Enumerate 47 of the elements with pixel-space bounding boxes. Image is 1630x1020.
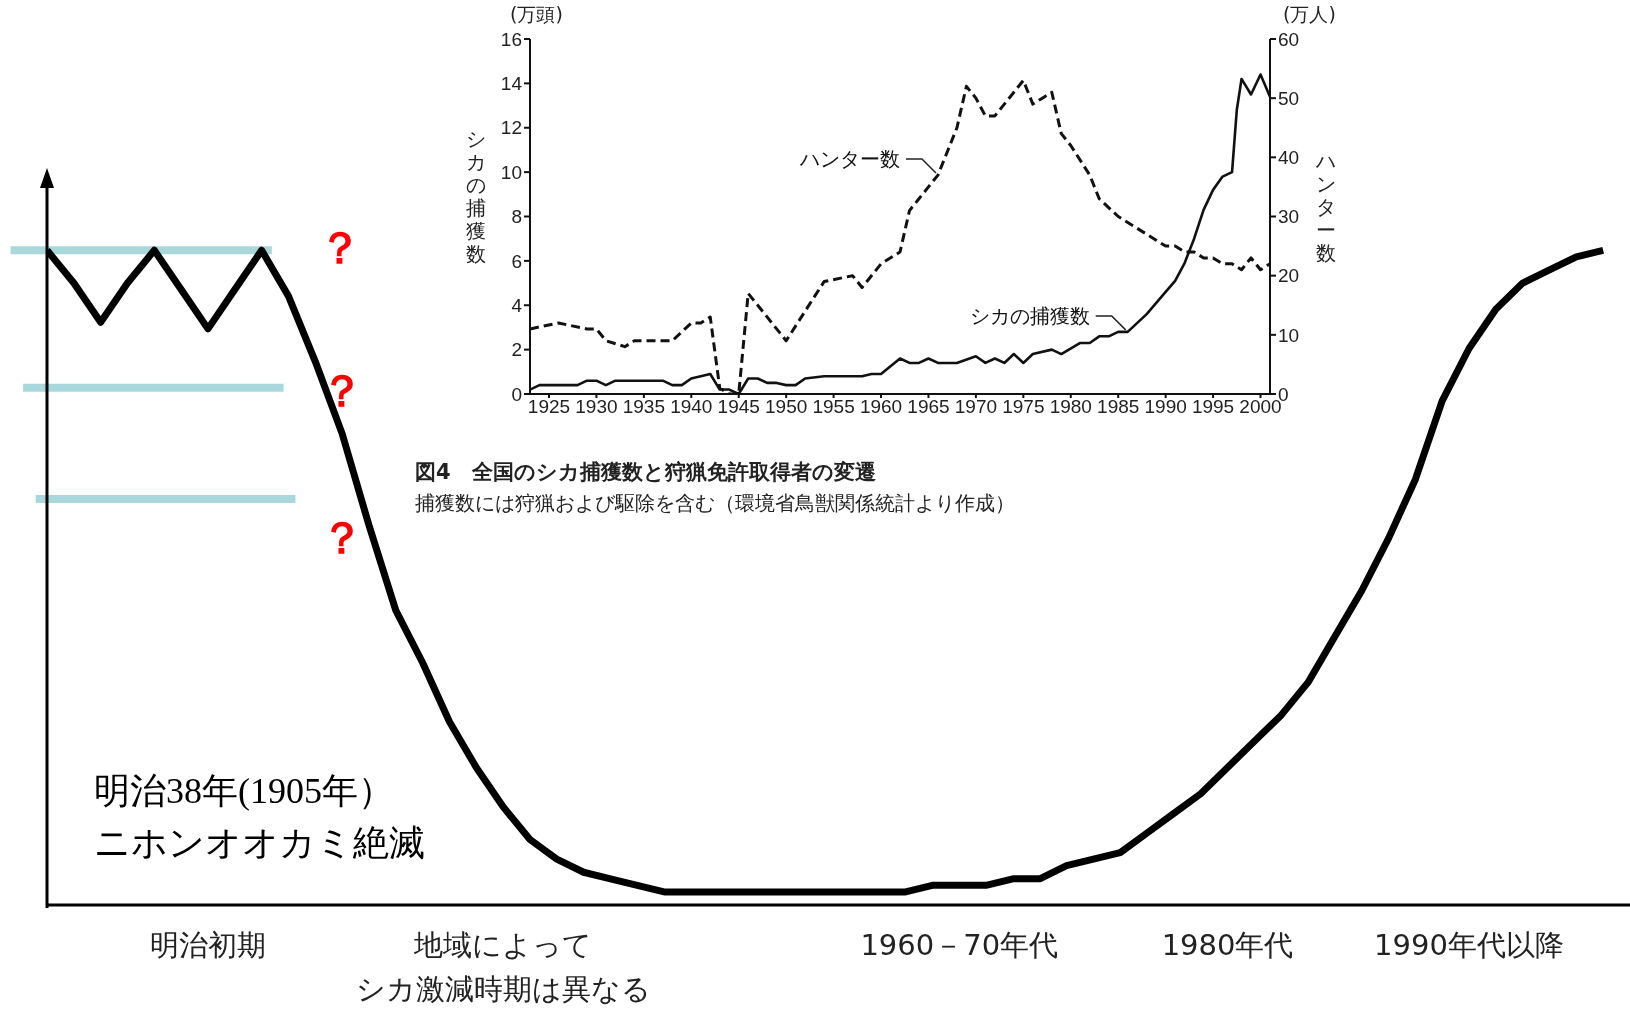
y-tick-label: 0 bbox=[511, 383, 522, 405]
text: (万人) bbox=[1283, 2, 1336, 27]
y2-tick-label: 40 bbox=[1278, 147, 1300, 169]
annotation: 明治38年(1905年）ニホンオオカミ絶滅 bbox=[94, 770, 425, 865]
y-tick-label: 6 bbox=[511, 250, 522, 272]
x-tick-label: 地域によってシカ激減時期は異なる bbox=[354, 927, 652, 1008]
annotation: ？ bbox=[320, 365, 364, 417]
y-tick-label: 14 bbox=[500, 73, 523, 95]
x-tick-label: 1990年代以降 bbox=[1374, 928, 1564, 962]
x-tick-label: 1940 bbox=[670, 396, 713, 418]
x-tick-label: 1955 bbox=[812, 396, 855, 418]
x-tick-label: 1945 bbox=[717, 396, 760, 418]
text: 図4 全国のシカ捕獲数と狩猟免許取得者の変遷 bbox=[415, 459, 876, 486]
x-tick-label: 1995 bbox=[1191, 396, 1235, 418]
x-tick-label: 1925 bbox=[527, 396, 571, 418]
y-tick-label: 12 bbox=[500, 117, 522, 139]
x-tick-label: 1990 bbox=[1144, 396, 1187, 418]
x-tick-label: 1980 bbox=[1049, 396, 1092, 418]
x-tick-label: 1960 bbox=[859, 396, 903, 418]
y2-tick-label: 30 bbox=[1278, 206, 1300, 228]
annotation: ？ bbox=[320, 512, 364, 564]
y-tick-label: 10 bbox=[500, 161, 522, 183]
annotation: 捕獲数には狩猟および駆除を含む（環境省鳥獣関係統計より作成） bbox=[415, 490, 1015, 517]
text: (万頭) bbox=[510, 2, 563, 27]
y2-tick-label: 60 bbox=[1278, 28, 1300, 50]
y2-tick-label: 10 bbox=[1278, 324, 1300, 346]
series-label: ハンター数 bbox=[798, 147, 900, 172]
y-axis-title: シカの捕獲数 bbox=[466, 127, 487, 266]
x-tick-label: 1980年代 bbox=[1161, 928, 1294, 962]
y2-tick-label: 50 bbox=[1278, 87, 1300, 109]
y-tick-label: 2 bbox=[511, 339, 522, 361]
y-tick-label: 16 bbox=[500, 28, 522, 50]
y-tick-label: 4 bbox=[511, 294, 523, 316]
y-tick-label: 8 bbox=[511, 206, 522, 228]
x-tick-label: 1930 bbox=[575, 396, 618, 418]
x-tick-label: 1975 bbox=[1002, 396, 1045, 418]
y2-axis-title: ハンター数 bbox=[1316, 149, 1337, 265]
x-tick-label: 1950 bbox=[765, 396, 808, 418]
x-tick-label: 1970 bbox=[954, 396, 998, 418]
series-label: シカの捕獲数 bbox=[969, 303, 1090, 328]
x-tick-label: 1985 bbox=[1097, 396, 1140, 418]
annotation: ？ bbox=[318, 222, 362, 274]
x-tick-label: 1965 bbox=[907, 396, 950, 418]
x-tick-label: 1935 bbox=[622, 396, 665, 418]
y2-tick-label: 20 bbox=[1278, 265, 1300, 287]
x-tick-label: 明治初期 bbox=[148, 927, 267, 964]
x-tick-label: 1960－70年代 bbox=[859, 927, 1060, 964]
